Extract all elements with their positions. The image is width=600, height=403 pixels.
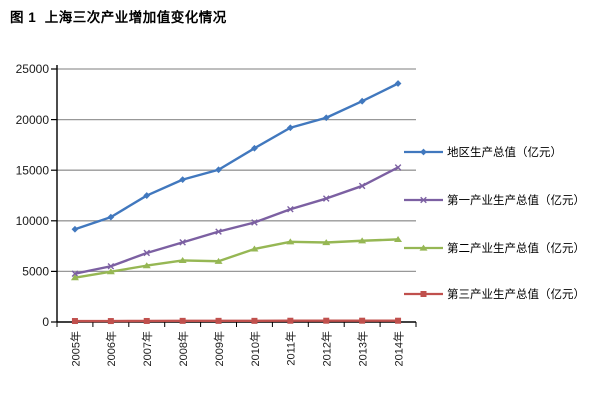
y-axis-tick-label: 25000 bbox=[16, 62, 50, 76]
series-line-secondary-industry bbox=[73, 238, 400, 279]
legend-label-primary-industry: 第一产业生产总值（亿元） bbox=[447, 193, 585, 207]
legend-item-tertiary-industry: 第三产业生产总值（亿元） bbox=[404, 287, 585, 301]
series-marker-regional-gdp bbox=[358, 97, 366, 105]
legend-label-secondary-industry: 第二产业生产总值（亿元） bbox=[447, 241, 585, 255]
x-axis-tick-label: 2008年 bbox=[176, 331, 190, 366]
x-axis-tick-label: 2006年 bbox=[104, 331, 118, 366]
series-marker-primary-industry bbox=[71, 270, 79, 277]
legend-item-regional-gdp: 地区生产总值（亿元） bbox=[404, 145, 562, 159]
y-axis-tick-label: 10000 bbox=[16, 214, 50, 228]
series-marker-regional-gdp bbox=[286, 124, 294, 132]
series-marker-secondary-industry bbox=[106, 268, 115, 275]
x-axis-tick-label: 2010年 bbox=[248, 331, 262, 366]
legend-marker-regional-gdp-icon bbox=[420, 148, 427, 156]
x-axis-tick-label: 2011年 bbox=[284, 331, 298, 366]
series-marker-tertiary-industry bbox=[323, 317, 330, 324]
series-marker-primary-industry bbox=[322, 195, 330, 202]
x-axis-tick-label: 2009年 bbox=[212, 331, 226, 366]
series-marker-primary-industry bbox=[251, 219, 258, 226]
y-axis-tick-label: 0 bbox=[42, 315, 49, 329]
series-marker-primary-industry bbox=[394, 164, 402, 171]
series-marker-secondary-industry bbox=[394, 235, 403, 242]
series-marker-primary-industry bbox=[179, 239, 186, 246]
series-marker-secondary-industry bbox=[70, 274, 79, 281]
series-marker-regional-gdp bbox=[215, 166, 222, 174]
series-marker-regional-gdp bbox=[322, 114, 330, 122]
series-marker-regional-gdp bbox=[143, 192, 151, 199]
legend-item-primary-industry: 第一产业生产总值（亿元） bbox=[404, 193, 585, 207]
series-marker-secondary-industry bbox=[358, 237, 367, 244]
y-axis-tick-label: 15000 bbox=[16, 163, 50, 177]
series-marker-regional-gdp bbox=[394, 80, 402, 87]
legend-label-tertiary-industry: 第三产业生产总值（亿元） bbox=[447, 287, 585, 301]
series-marker-secondary-industry bbox=[322, 239, 331, 246]
series-marker-tertiary-industry bbox=[179, 317, 186, 324]
series-tertiary-industry bbox=[71, 317, 402, 325]
x-axis-tick-label: 2013年 bbox=[355, 331, 369, 366]
series-marker-tertiary-industry bbox=[215, 317, 222, 324]
series-regional-gdp bbox=[71, 80, 402, 233]
series-marker-secondary-industry bbox=[286, 238, 295, 245]
series-marker-secondary-industry bbox=[178, 257, 187, 264]
series-marker-tertiary-industry bbox=[143, 317, 150, 324]
series-marker-regional-gdp bbox=[251, 144, 258, 152]
legend-marker-secondary-industry-icon bbox=[419, 244, 428, 251]
legend-marker-tertiary-industry-icon bbox=[420, 291, 427, 297]
series-secondary-industry bbox=[70, 235, 403, 281]
x-axis-tick-label: 2007年 bbox=[140, 331, 154, 366]
series-marker-secondary-industry bbox=[250, 245, 259, 252]
y-axis-tick-label: 5000 bbox=[22, 265, 49, 279]
legend-label-regional-gdp: 地区生产总值（亿元） bbox=[447, 145, 562, 159]
series-marker-tertiary-industry bbox=[395, 317, 402, 324]
x-axis: 2005年 2006年 2007年 2008年 2009年 2010年 2011年 2012年… bbox=[56, 322, 417, 366]
legend-marker-primary-industry-icon bbox=[420, 196, 427, 204]
series-marker-regional-gdp bbox=[179, 176, 187, 184]
series-primary-industry bbox=[71, 164, 402, 277]
series-marker-primary-industry bbox=[215, 228, 222, 235]
series-marker-primary-industry bbox=[143, 249, 151, 257]
series-marker-primary-industry bbox=[107, 262, 115, 270]
series-marker-primary-industry bbox=[358, 182, 366, 190]
series-line-regional-gdp bbox=[73, 82, 400, 231]
y-axis-tick-label: 20000 bbox=[16, 113, 50, 127]
series-marker-tertiary-industry bbox=[287, 317, 294, 324]
series-line-primary-industry bbox=[73, 166, 400, 275]
series-marker-secondary-industry bbox=[214, 257, 223, 264]
x-axis-tick-label: 2012年 bbox=[320, 331, 334, 366]
figure-title: 图 1 上海三次产业增加值变化情况 bbox=[10, 10, 227, 25]
y-axis: 0 5000 10000 15000 20000 25000 bbox=[16, 62, 57, 329]
legend-item-secondary-industry: 第二产业生产总值（亿元） bbox=[404, 241, 585, 255]
series-marker-primary-industry bbox=[287, 205, 294, 213]
series-marker-tertiary-industry bbox=[251, 317, 258, 324]
x-axis-tick-label: 2014年 bbox=[391, 331, 405, 366]
series-marker-tertiary-industry bbox=[107, 318, 114, 325]
chart-legend: 地区生产总值（亿元） 第一产业生产总值（亿元） 第二产业生产总值（亿元） 第三产业生产… bbox=[404, 145, 585, 301]
x-axis-tick-label: 2005年 bbox=[68, 331, 82, 366]
series-marker-tertiary-industry bbox=[359, 317, 366, 324]
series-marker-tertiary-industry bbox=[71, 318, 78, 325]
series-marker-regional-gdp bbox=[71, 225, 79, 233]
series-marker-regional-gdp bbox=[107, 213, 115, 221]
series-marker-secondary-industry bbox=[142, 262, 151, 269]
